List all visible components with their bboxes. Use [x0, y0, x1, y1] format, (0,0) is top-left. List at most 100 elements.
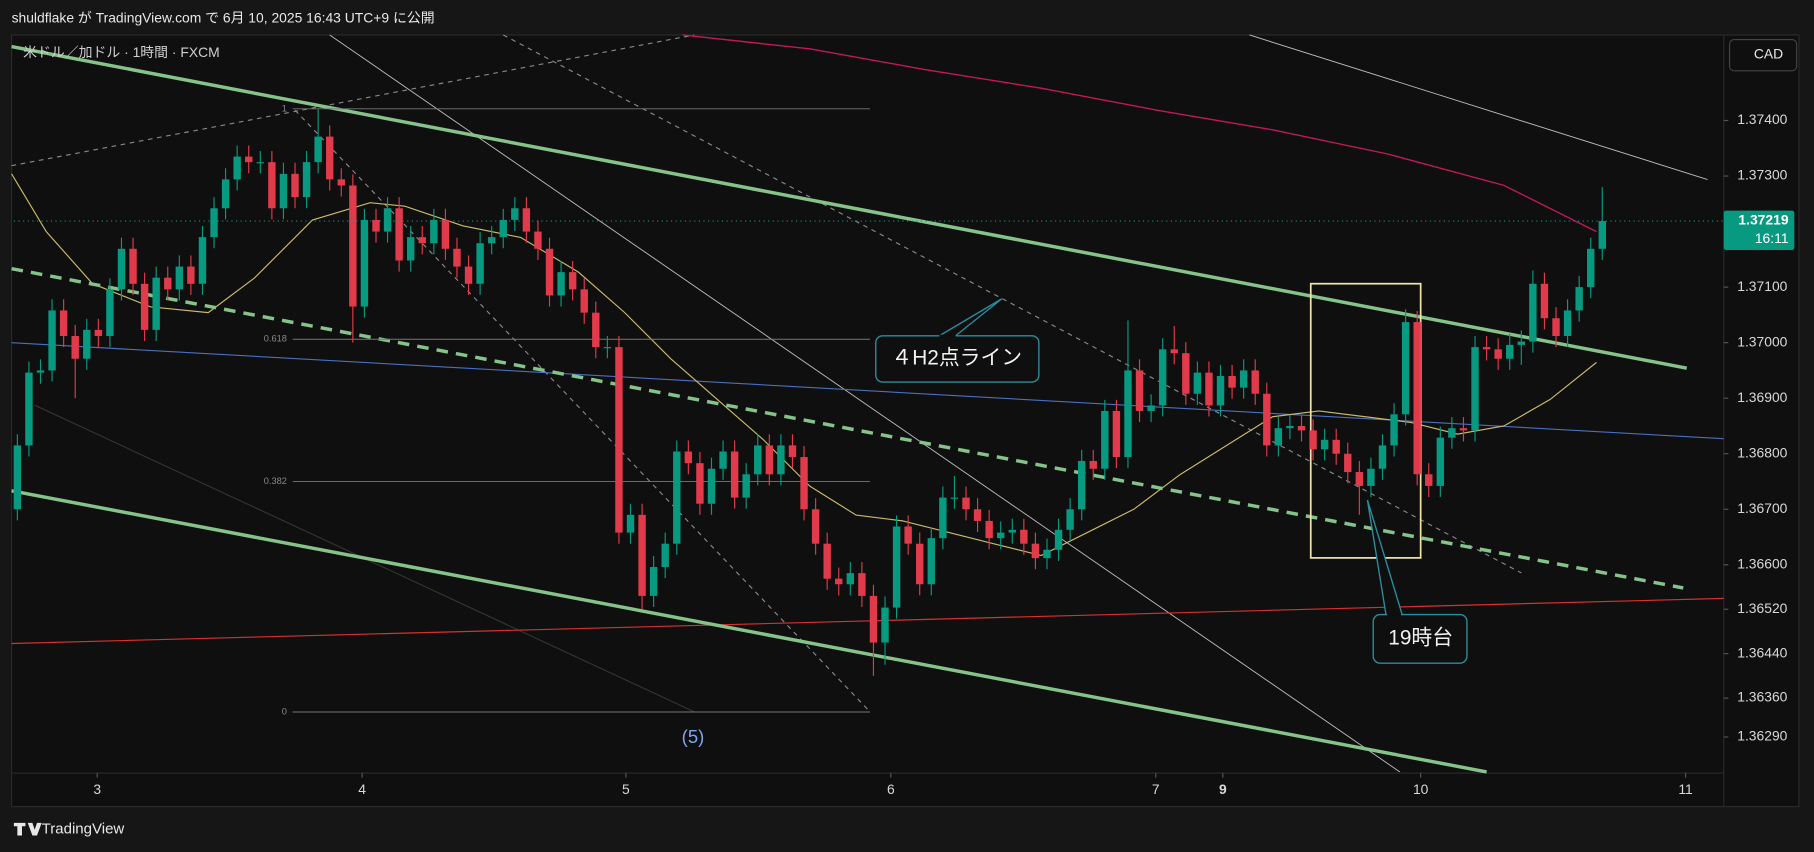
candle-body [661, 543, 669, 568]
candle-body [1540, 283, 1549, 319]
candle-body [106, 289, 114, 336]
candle-body [707, 468, 716, 504]
candle-body [1332, 439, 1340, 454]
drawings [11, 34, 1724, 774]
candle-body [1251, 370, 1259, 394]
callout-pointer [1366, 499, 1403, 615]
candle-body [256, 162, 265, 164]
candle-body [1077, 460, 1086, 510]
annotation: ４H2点ライン [875, 298, 1040, 383]
currency[interactable]: CAD [1754, 45, 1783, 61]
candle-body [198, 237, 207, 284]
candle-body [904, 526, 912, 544]
candle-body [1182, 353, 1190, 394]
candle-body [1355, 472, 1364, 486]
candle-body [1459, 428, 1468, 431]
candle-body [557, 272, 565, 296]
y-tick-label: 1.37400 [1737, 111, 1787, 127]
candle-body [696, 463, 704, 504]
channel-line [11, 44, 1688, 370]
candle-body [1401, 322, 1410, 415]
plot-frame [10, 34, 1800, 808]
currency-button[interactable] [1728, 39, 1798, 72]
fib-label: 0.618 [264, 334, 287, 344]
candle-body [221, 179, 230, 209]
callout-box [1372, 613, 1468, 664]
candle-body [1274, 428, 1283, 446]
candle-body [638, 514, 646, 596]
candle-body [1054, 529, 1063, 550]
candle-body [395, 208, 403, 261]
candle-body [25, 372, 33, 446]
candle-body [326, 136, 334, 180]
candle-body [129, 248, 137, 284]
candle-body [1170, 349, 1178, 354]
candle-body [1147, 405, 1155, 411]
callout-pointer [939, 298, 1003, 337]
candle-body [927, 538, 935, 585]
candle-body [1494, 349, 1502, 359]
fib-label: 0.382 [264, 476, 287, 486]
moving-average [11, 173, 1597, 557]
candle-body [1448, 428, 1456, 438]
candle-body [1216, 375, 1225, 406]
trendline [11, 597, 1724, 645]
candle-body [418, 237, 426, 244]
candle-body [487, 237, 496, 244]
candle-body [1263, 393, 1271, 446]
candle-body [858, 573, 866, 596]
candle-body [210, 208, 218, 238]
candle-body [140, 283, 149, 330]
candle-body [1135, 370, 1144, 411]
candle-body [1506, 344, 1514, 359]
candle-body [360, 219, 369, 307]
candle-body [337, 179, 345, 186]
candle-body [383, 208, 392, 232]
candle-body [464, 266, 473, 284]
x-tick-label: 3 [93, 781, 101, 797]
candle-body [83, 329, 91, 359]
annotation: 19時台 [1366, 499, 1468, 664]
candle-body [1552, 318, 1560, 336]
y-tick-label: 1.36600 [1737, 555, 1787, 571]
candle-body [1101, 410, 1109, 469]
y-tick-label: 1.36520 [1737, 600, 1787, 616]
candle-body [175, 266, 184, 290]
y-tick-label: 1.37300 [1737, 167, 1787, 183]
candle-body [1529, 283, 1537, 342]
candle-body [1124, 370, 1132, 458]
fib-label: 1 [282, 103, 287, 113]
y-tick-label: 1.36800 [1737, 444, 1787, 460]
candle-body [268, 162, 276, 209]
candle-body [1020, 529, 1028, 544]
candle-body [1425, 474, 1433, 486]
last-price-label: 1.37219 [1738, 212, 1788, 228]
candle-body [754, 445, 762, 475]
candle-body [1413, 322, 1421, 475]
candle-body [245, 156, 253, 163]
candle-body [649, 567, 658, 596]
candle-body [1158, 349, 1167, 406]
trendline [1249, 34, 1708, 181]
candle-body [985, 520, 993, 539]
candle-body [892, 526, 901, 608]
callout-box [875, 335, 1040, 383]
candle-body [1286, 425, 1294, 429]
x-tick-label: 11 [1678, 781, 1693, 797]
x-tick-label: 6 [887, 781, 895, 797]
candle-body [499, 219, 507, 238]
y-tick-label: 1.37000 [1737, 333, 1787, 349]
candle-body [939, 497, 947, 539]
candle-body [1031, 543, 1040, 559]
fib-label: 0 [282, 706, 287, 716]
candle-body [233, 156, 241, 180]
candle-body [1598, 221, 1606, 249]
candle-body [1309, 430, 1317, 450]
candle-body [1436, 437, 1445, 486]
candle-body [441, 219, 450, 249]
candle-body [719, 451, 727, 469]
moving-average [682, 34, 1597, 233]
candle-body [765, 445, 774, 475]
trendline [329, 34, 1401, 773]
